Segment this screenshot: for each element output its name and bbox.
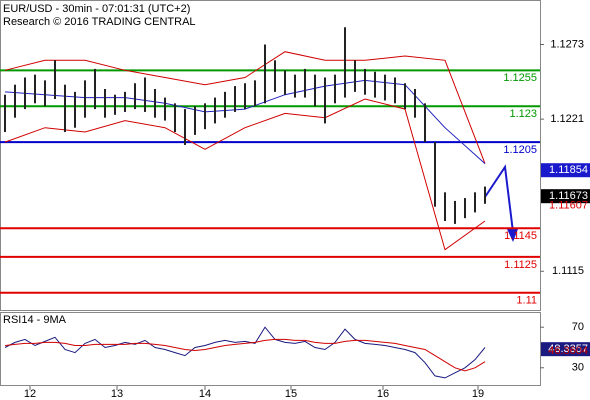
level-label: 1.1255	[503, 72, 537, 84]
level-label: 1.123	[509, 108, 537, 120]
y-tick-label: 70	[572, 321, 584, 333]
price-marker-box	[541, 189, 590, 204]
level-label: 1.11	[516, 295, 537, 307]
price-panel	[0, 0, 541, 311]
price-marker-label: 48.3357	[548, 343, 588, 355]
forecast-arrow	[484, 164, 514, 233]
price-marker-box	[541, 163, 590, 178]
level-label: 1.1125	[504, 259, 537, 271]
chart-title: EUR/USD - 30min - 07:01:31 (UTC+2)	[3, 3, 190, 15]
price-marker-label: 46.3604	[548, 345, 588, 357]
rsi-line	[4, 326, 486, 379]
forecast-arrowhead	[507, 229, 518, 242]
overlay-line	[4, 51, 486, 164]
rsi-line	[4, 338, 486, 372]
level-label: 1.1205	[503, 144, 537, 156]
price-marker-label: 1.11673	[549, 190, 588, 202]
x-tick-label: 12	[24, 388, 36, 400]
x-tick-label: 19	[472, 388, 484, 400]
x-tick-label: 15	[285, 388, 297, 400]
price-marker-box	[541, 342, 590, 357]
level-label: 1.1145	[504, 230, 537, 242]
x-tick-label: 16	[377, 388, 389, 400]
price-marker-label: 1.11854	[549, 164, 588, 176]
y-tick-label: 1.1273	[550, 38, 584, 50]
chart-subtitle: Research © 2016 TRADING CENTRAL	[3, 16, 196, 28]
y-tick-label: 30	[572, 362, 584, 374]
rsi-panel	[0, 312, 541, 386]
price-marker-label: 1.11607	[549, 200, 588, 212]
overlay-line	[4, 98, 486, 251]
y-tick-label: 1.1221	[550, 113, 584, 125]
x-tick-label: 14	[199, 388, 211, 400]
rsi-title: RSI14 - 9MA	[3, 314, 67, 326]
x-tick-label: 13	[111, 388, 123, 400]
y-tick-label: 1.1115	[552, 265, 584, 277]
